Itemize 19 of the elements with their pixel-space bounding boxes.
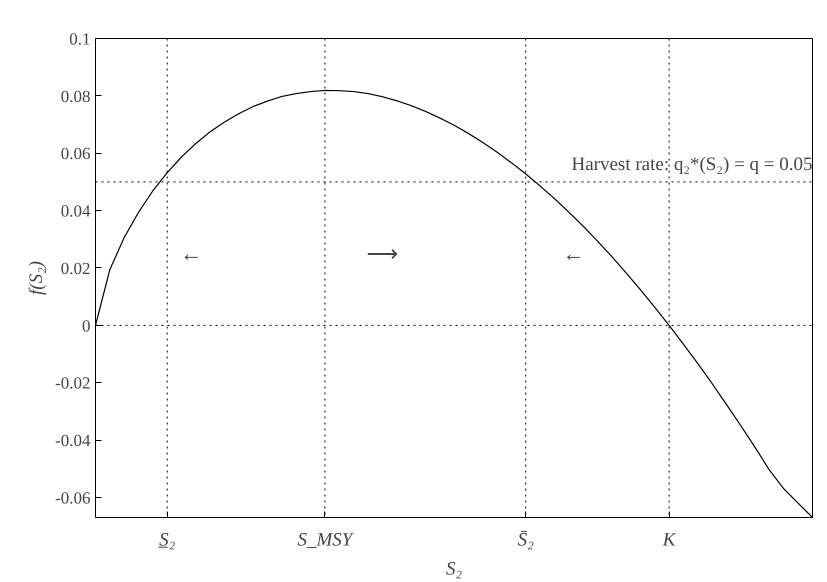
y-tick-label: 0.08 xyxy=(60,86,90,106)
x-tick-label: K xyxy=(662,530,677,550)
y-tick-label: 0.04 xyxy=(60,202,91,221)
x-tick-label: S̄₂ xyxy=(518,530,534,550)
y-tick-label: 0.06 xyxy=(60,144,90,164)
y-tick-label: 0.1 xyxy=(69,30,90,48)
x-tick-label: S̲₂ xyxy=(157,530,176,550)
x-tick-label: S_MSY xyxy=(297,530,355,550)
y-tick-label: 0 xyxy=(82,316,90,336)
annotation: ⟶ xyxy=(366,241,398,266)
ref-line-label: Harvest rate: q₂*(S₂) = q = 0.05 xyxy=(572,154,813,175)
y-tick-label: -0.06 xyxy=(55,488,91,508)
y-tick-label: -0.02 xyxy=(55,374,91,393)
x-axis-title: S₂ xyxy=(446,558,462,580)
y-axis-title: f(S₂) xyxy=(26,260,48,296)
annotation: ← xyxy=(562,241,584,266)
y-tick-label: -0.04 xyxy=(55,431,91,450)
annotation: ← xyxy=(180,241,202,266)
y-tick-label: 0.02 xyxy=(60,258,90,278)
